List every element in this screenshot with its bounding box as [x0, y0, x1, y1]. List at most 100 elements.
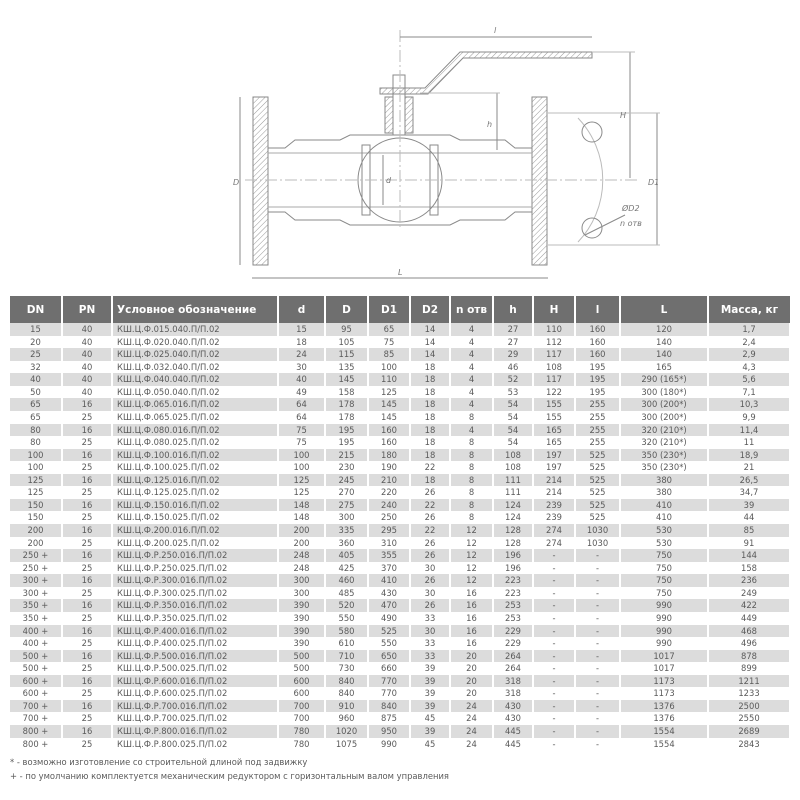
table-cell: КШ.Ц.Ф.015.040.П/П.02	[112, 323, 279, 336]
table-row: 800 +16 КШ.Ц.Ф.Р.800.016.П/П.02 780 1020 950…	[10, 725, 791, 738]
table-cell: 240	[368, 498, 411, 512]
table-cell: 100	[10, 461, 63, 474]
table-cell: 750	[620, 586, 709, 600]
table-cell: 18	[410, 410, 451, 424]
table-cell: 165	[533, 436, 576, 449]
table-cell: 350 (230*)	[620, 448, 709, 462]
table-cell: 300 +	[10, 574, 63, 587]
table-cell: 26	[410, 599, 451, 612]
table-cell: 16	[62, 473, 113, 487]
table-cell: 1,7	[708, 323, 791, 336]
table-cell: 14	[410, 348, 451, 361]
table-cell: 190	[368, 461, 411, 474]
table-cell: 300 (200*)	[620, 398, 709, 411]
table-cell: 300	[278, 574, 326, 587]
table-cell: КШ.Ц.Ф.150.016.П/П.02	[112, 498, 279, 512]
table-cell: 600	[278, 687, 326, 700]
table-cell: 2500	[708, 699, 791, 713]
table-cell: 16	[450, 611, 494, 625]
table-cell: 200	[278, 524, 326, 537]
table-cell: 255	[575, 436, 621, 449]
table-cell: 108	[493, 461, 534, 474]
table-row: 32 40 КШ.Ц.Ф.032.040.П/П.02 30 135 100 18 4 46 10…	[10, 360, 791, 374]
table-cell: 840	[368, 699, 411, 713]
table-cell: 140	[620, 348, 709, 361]
dim-label-l: l	[494, 26, 497, 35]
table-cell: 24	[450, 737, 494, 751]
table-cell: 95	[325, 323, 369, 336]
table-row: 200 25 КШ.Ц.Ф.200.025.П/П.02 200 360 310 26 12 1…	[10, 536, 791, 550]
table-cell: 4	[450, 385, 494, 399]
table-cell: 65	[368, 323, 411, 336]
table-cell: 145	[368, 398, 411, 411]
table-cell: -	[533, 586, 576, 600]
table-cell: КШ.Ц.Ф.150.025.П/П.02	[112, 511, 279, 524]
table-cell: 470	[368, 599, 411, 612]
table-cell: 16	[62, 524, 113, 537]
table-cell: 155	[533, 398, 576, 411]
left-flange	[252, 96, 269, 266]
table-cell: 39	[708, 498, 791, 512]
table-cell: 128	[493, 536, 534, 550]
table-cell: 40	[62, 360, 113, 374]
table-cell: -	[575, 725, 621, 738]
table-cell: -	[575, 549, 621, 562]
table-cell: 12	[450, 549, 494, 562]
table-cell: 710	[325, 649, 369, 663]
table-cell: -	[533, 611, 576, 625]
table-cell: -	[575, 624, 621, 638]
table-cell: 196	[493, 561, 534, 575]
table-cell: 468	[708, 624, 791, 638]
table-cell: 255	[575, 423, 621, 437]
table-cell: 16	[62, 674, 113, 688]
table-cell: 26	[410, 511, 451, 524]
column-header: Масса, кг	[708, 296, 790, 323]
table-cell: 525	[575, 486, 621, 499]
table-cell: 8	[450, 461, 494, 474]
table-cell: 910	[325, 699, 369, 713]
table-row: 250 +25 КШ.Ц.Ф.Р.250.025.П/П.02 248 425 370 3…	[10, 561, 791, 575]
table-cell: -	[575, 674, 621, 688]
table-cell: 178	[325, 398, 369, 411]
table-cell: КШ.Ц.Ф.125.016.П/П.02	[112, 473, 279, 487]
table-cell: 990	[620, 599, 709, 612]
table-cell: КШ.Ц.Ф.080.025.П/П.02	[112, 436, 279, 449]
table-cell: 125	[278, 486, 326, 499]
table-cell: 16	[62, 398, 113, 411]
dim-label-H: H	[620, 111, 626, 120]
table-cell: 65	[10, 398, 63, 411]
table-cell: 215	[325, 448, 369, 462]
table-cell: 520	[325, 599, 369, 612]
table-cell: 25	[62, 536, 113, 550]
table-cell: 1030	[575, 524, 621, 537]
table-cell: 144	[708, 549, 791, 562]
table-cell: 2,9	[708, 348, 791, 361]
table-cell: 18	[410, 360, 451, 374]
table-cell: 111	[493, 473, 534, 487]
table-cell: 422	[708, 599, 791, 612]
table-cell: 25	[62, 737, 113, 751]
table-cell: 270	[325, 486, 369, 499]
dim-label-L: L	[398, 268, 402, 277]
table-cell: 50	[10, 385, 63, 399]
table-row: 600 +16 КШ.Ц.Ф.Р.600.016.П/П.02 600 840 770 3…	[10, 674, 791, 688]
table-cell: 18	[410, 448, 451, 462]
table-cell: 195	[325, 423, 369, 437]
table-cell: 26	[410, 486, 451, 499]
table-cell: 160	[575, 335, 621, 349]
table-cell: 158	[708, 561, 791, 575]
table-cell: 32	[10, 360, 63, 374]
table-cell: 40	[10, 373, 63, 386]
table-cell: 4	[450, 398, 494, 411]
table-cell: -	[533, 574, 576, 587]
table-cell: 355	[368, 549, 411, 562]
table-cell: 2843	[708, 737, 791, 751]
column-header: DN	[10, 296, 63, 323]
table-row: 350 +16 КШ.Ц.Ф.Р.350.016.П/П.02 390 520 470 2…	[10, 599, 791, 612]
table-cell: 610	[325, 637, 369, 650]
table-row: 500 +25 КШ.Ц.Ф.Р.500.025.П/П.02 500 730 660 3…	[10, 662, 791, 675]
table-cell: 148	[278, 511, 326, 524]
table-cell: 18,9	[708, 448, 791, 462]
table-row: 80 16 КШ.Ц.Ф.080.016.П/П.02 75 195 160 18 4 54 16…	[10, 423, 791, 437]
table-cell: 253	[493, 599, 534, 612]
